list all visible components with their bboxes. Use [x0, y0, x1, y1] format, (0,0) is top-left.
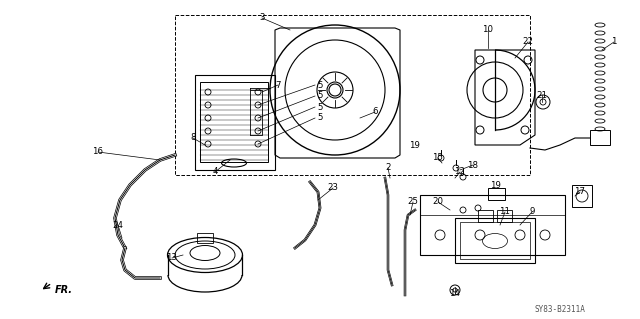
Bar	[497, 210, 512, 222]
Text: 5: 5	[317, 114, 323, 122]
Text: 12: 12	[454, 167, 465, 176]
Text: 21: 21	[536, 91, 547, 100]
Text: 6: 6	[372, 108, 378, 116]
Bar	[455, 218, 535, 263]
Text: 5: 5	[317, 80, 323, 90]
Bar	[460, 222, 530, 259]
Bar	[478, 210, 493, 222]
Text: 25: 25	[408, 197, 419, 206]
Text: 14: 14	[449, 288, 461, 298]
Text: 16: 16	[93, 147, 104, 157]
Text: 5: 5	[317, 102, 323, 112]
Bar	[590, 130, 610, 145]
Bar	[197, 233, 213, 243]
Text: SY83-B2311A: SY83-B2311A	[534, 306, 586, 315]
Text: 1: 1	[611, 38, 617, 47]
Text: 2: 2	[385, 164, 391, 173]
Text: 9: 9	[529, 207, 534, 217]
Text: 3: 3	[259, 13, 265, 23]
Text: 17: 17	[575, 188, 586, 197]
Text: 11: 11	[499, 207, 511, 217]
Text: 7: 7	[275, 80, 281, 90]
Text: 5: 5	[317, 92, 323, 100]
Text: 19: 19	[408, 140, 419, 150]
Text: 18: 18	[467, 160, 479, 169]
Text: 10: 10	[483, 26, 493, 34]
Bar	[195, 75, 275, 170]
Text: 20: 20	[433, 197, 444, 206]
Bar	[572, 185, 592, 207]
Text: 8: 8	[190, 133, 196, 143]
Text: 23: 23	[328, 183, 339, 192]
Text: 24: 24	[113, 220, 124, 229]
Text: 15: 15	[433, 153, 444, 162]
Text: 4: 4	[212, 167, 218, 176]
Text: 19: 19	[490, 181, 500, 189]
Bar	[175, 15, 530, 175]
Text: 22: 22	[522, 38, 534, 47]
Text: FR.: FR.	[55, 285, 73, 295]
Text: 13: 13	[166, 254, 177, 263]
